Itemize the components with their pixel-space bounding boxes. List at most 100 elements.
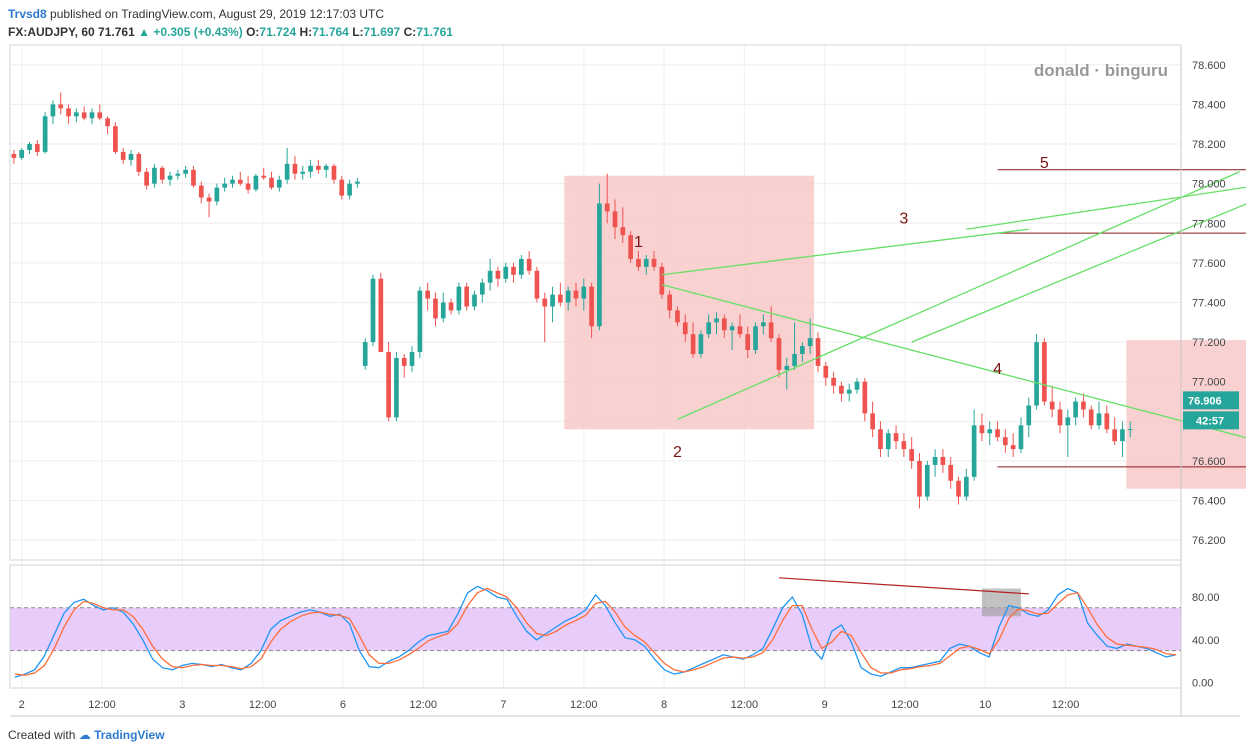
candle-body bbox=[167, 175, 173, 180]
candle-body bbox=[152, 167, 157, 184]
tradingview-brand[interactable]: TradingView bbox=[94, 728, 165, 742]
candle-body bbox=[128, 153, 134, 160]
candle-body bbox=[745, 334, 751, 351]
price-tick-label: 76.600 bbox=[1192, 456, 1226, 468]
trend-line bbox=[661, 284, 1246, 439]
candle-body bbox=[620, 227, 626, 236]
candle-body bbox=[1065, 417, 1071, 426]
footer: Created with ☁ TradingView bbox=[8, 728, 165, 742]
candle-body bbox=[784, 365, 790, 370]
candle-body bbox=[885, 433, 891, 450]
candle-body bbox=[97, 112, 103, 119]
candle-body bbox=[792, 354, 797, 366]
candle-body bbox=[370, 278, 376, 343]
time-tick-label: 8 bbox=[661, 699, 667, 711]
time-tick-label: 2 bbox=[19, 699, 25, 711]
grid bbox=[10, 45, 1181, 688]
close-value: 71.761 bbox=[416, 25, 453, 39]
candle-body bbox=[74, 112, 79, 117]
high-label: H: bbox=[299, 25, 313, 39]
price-tick-label: 78.000 bbox=[1192, 179, 1226, 191]
candle-body bbox=[690, 334, 696, 354]
candle-body bbox=[487, 270, 493, 283]
author-name[interactable]: Trvsd8 bbox=[8, 7, 47, 21]
candle-body bbox=[448, 302, 454, 311]
trend-line bbox=[911, 203, 1246, 343]
candle-body bbox=[597, 203, 602, 327]
candle-body bbox=[50, 104, 56, 117]
candle-body bbox=[1010, 445, 1016, 450]
current-price-tag bbox=[1183, 391, 1239, 410]
candle-body bbox=[924, 464, 930, 497]
candle-body bbox=[589, 286, 594, 327]
shaded-zone bbox=[564, 175, 815, 430]
candle-body bbox=[862, 381, 868, 414]
candle-body bbox=[526, 258, 532, 271]
candle-body bbox=[206, 197, 212, 202]
candle-body bbox=[1096, 413, 1102, 426]
candle-body bbox=[1120, 429, 1125, 442]
candle-body bbox=[643, 258, 649, 267]
time-tick-label: 10 bbox=[979, 699, 991, 711]
wave-label: 5 bbox=[1040, 155, 1049, 172]
candle-body bbox=[604, 203, 610, 212]
candle-body bbox=[659, 266, 665, 295]
time-tick-label: 12:00 bbox=[249, 699, 277, 711]
wave-labels: 12345SLвходTPETAEPA bbox=[634, 155, 1049, 461]
candle-body bbox=[1018, 425, 1024, 450]
candle-body bbox=[198, 185, 204, 198]
candle-body bbox=[511, 266, 516, 275]
created-with: Created with bbox=[8, 728, 76, 742]
publish-info: published on TradingView.com, August 29,… bbox=[50, 7, 385, 21]
candle-body bbox=[1034, 342, 1039, 406]
candle-body bbox=[979, 425, 985, 434]
candle-body bbox=[120, 151, 126, 160]
candle-body bbox=[347, 183, 352, 196]
candles bbox=[11, 92, 1133, 509]
candle-body bbox=[628, 235, 633, 259]
price-tick-label: 78.400 bbox=[1192, 99, 1226, 111]
candle-body bbox=[714, 318, 719, 323]
candle-body bbox=[963, 476, 969, 497]
candle-body bbox=[550, 294, 555, 307]
candle-body bbox=[136, 153, 142, 172]
candle-body bbox=[386, 352, 391, 418]
oscillator-tick-label: 80.00 bbox=[1192, 592, 1220, 604]
time-tick-label: 6 bbox=[340, 699, 346, 711]
candle-body bbox=[472, 294, 477, 307]
candle-body bbox=[839, 385, 844, 394]
time-tick-label: 12:00 bbox=[1052, 699, 1080, 711]
candle-body bbox=[807, 338, 813, 347]
candle-body bbox=[81, 112, 87, 119]
candle-body bbox=[542, 298, 548, 307]
candle-body bbox=[948, 464, 954, 481]
symbol-line: FX:AUDJPY, 60 71.761 ▲ +0.305 (+0.43%) O… bbox=[8, 25, 453, 39]
watermark: donald · binguru bbox=[1034, 61, 1168, 80]
candle-body bbox=[1081, 401, 1086, 410]
close-label: C: bbox=[403, 25, 417, 39]
candle-body bbox=[144, 171, 149, 186]
candle-body bbox=[222, 183, 228, 188]
candle-body bbox=[89, 112, 95, 119]
time-tick-label: 12:00 bbox=[88, 699, 116, 711]
candle-body bbox=[440, 302, 446, 319]
candle-body bbox=[878, 429, 883, 450]
candle-body bbox=[909, 449, 915, 461]
candle-body bbox=[316, 165, 321, 170]
candle-body bbox=[409, 352, 415, 366]
candle-body bbox=[464, 286, 470, 307]
time-tick-label: 7 bbox=[500, 699, 506, 711]
candle-body bbox=[292, 163, 298, 174]
candle-body bbox=[433, 298, 438, 319]
candle-body bbox=[854, 381, 860, 390]
candle-body bbox=[612, 211, 618, 228]
candle-body bbox=[417, 290, 423, 353]
candle-body bbox=[1057, 409, 1063, 426]
price-tick-label: 76.400 bbox=[1192, 496, 1226, 508]
candle-body bbox=[308, 165, 313, 172]
candle-body bbox=[245, 183, 251, 190]
up-arrow-icon: ▲ bbox=[138, 25, 150, 39]
countdown-label: 42:57 bbox=[1196, 415, 1224, 427]
time-tick-label: 12:00 bbox=[731, 699, 759, 711]
